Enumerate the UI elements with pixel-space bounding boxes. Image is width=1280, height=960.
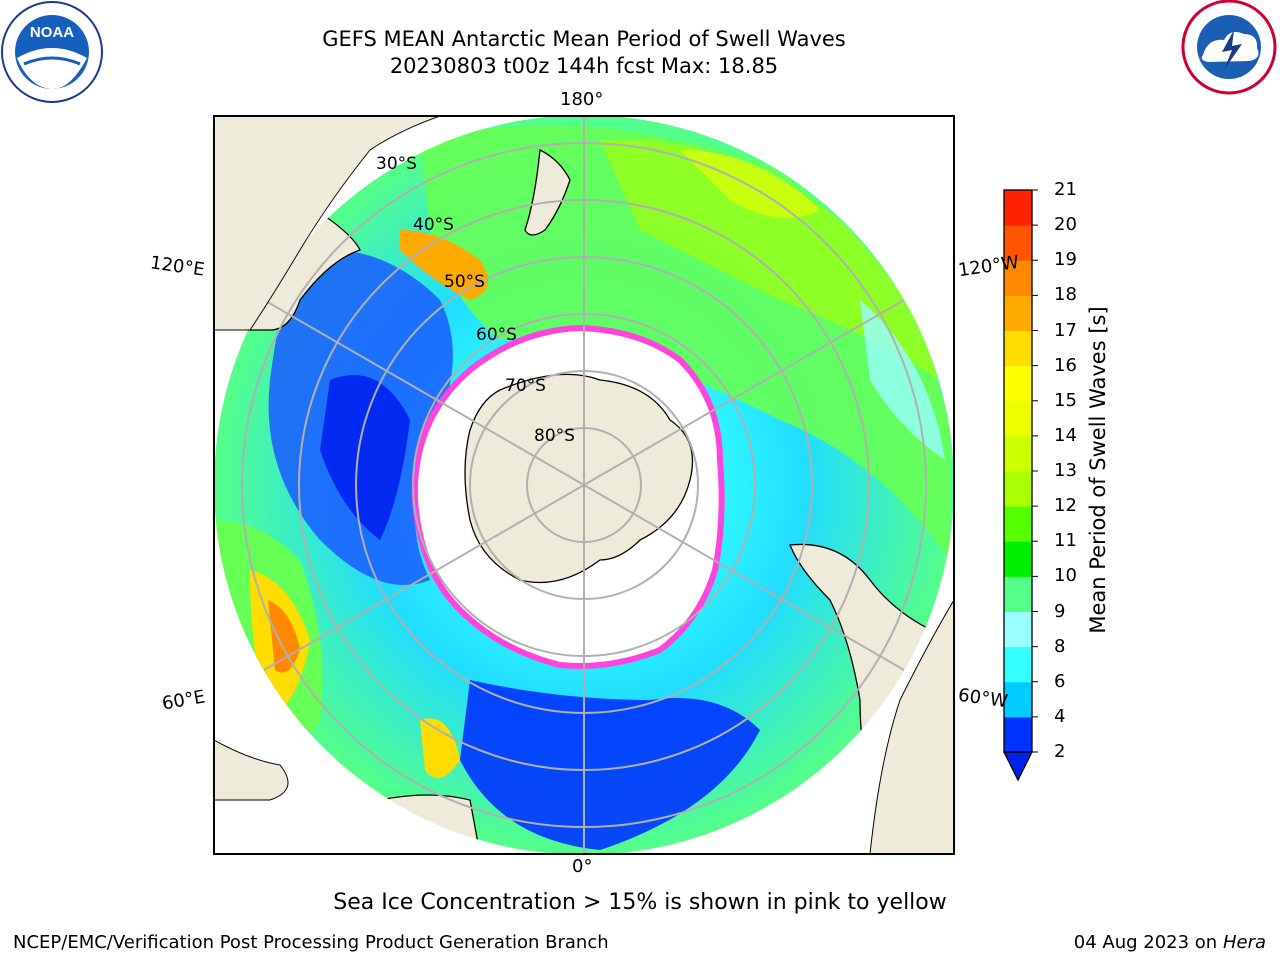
colorbar-tick-label: 9: [1054, 600, 1066, 622]
latitude-labels: 30°S 40°S 50°S 60°S 70°S 80°S: [376, 154, 575, 446]
lat-label-30: 30°S: [376, 154, 417, 174]
colorbar-tick-label: 11: [1054, 530, 1077, 552]
sea-ice-caption: Sea Ice Concentration > 15% is shown in …: [333, 890, 947, 915]
colorbar-tick-label: 15: [1054, 389, 1077, 411]
svg-text:NOAA: NOAA: [30, 24, 74, 41]
lat-label-50: 50°S: [444, 272, 485, 292]
lat-label-60: 60°S: [476, 325, 517, 345]
chart-subtitle: 20230803 t00z 144h fcst Max: 18.85: [389, 54, 779, 78]
antarctica-land: [464, 373, 694, 584]
new-zealand-land: [524, 148, 571, 236]
colorbar-segment: [1004, 506, 1032, 542]
colorbar-tick-label: 14: [1054, 424, 1077, 446]
colorbar-segment: [1004, 365, 1032, 402]
colorbar: [1002, 189, 1038, 782]
colorbar-tick-label: 4: [1054, 705, 1066, 727]
colorbar-tick-label: 21: [1054, 179, 1077, 200]
chart-title: GEFS MEAN Antarctic Mean Period of Swell…: [322, 27, 846, 51]
map-area: [214, 116, 954, 854]
footer-credit: NCEP/EMC/Verification Post Processing Pr…: [13, 932, 609, 953]
footer-date: 04 Aug 2023 on Hera: [1073, 932, 1266, 953]
colorbar-tick-label: 12: [1054, 495, 1077, 517]
colorbar-segment: [1004, 400, 1032, 437]
colorbar-tick-label: 16: [1054, 354, 1077, 376]
colorbar-tick-label: 6: [1054, 670, 1066, 692]
colorbar-tick-label: 8: [1054, 635, 1066, 657]
africa-land: [328, 794, 481, 854]
lon-label-bottom: 0°: [572, 856, 593, 877]
graticule: [241, 116, 927, 854]
lat-label-80: 80°S: [534, 426, 575, 446]
colorbar-segment: [1004, 190, 1032, 226]
colorbar-segment: [1004, 541, 1032, 577]
lon-label-top: 180°: [560, 89, 604, 110]
colorbar-tick-label: 10: [1054, 565, 1077, 587]
colorbar-segment: [1004, 435, 1032, 472]
colorbar-segment: [1004, 646, 1032, 683]
colorbar-segment: [1004, 225, 1032, 261]
nws-logo: [1181, 0, 1277, 95]
lat-label-70: 70°S: [505, 376, 546, 396]
colorbar-segment: [1004, 295, 1032, 331]
colorbar-segment: [1004, 611, 1032, 648]
colorbar-segment: [1004, 330, 1032, 367]
colorbar-segment: [1004, 576, 1032, 612]
colorbar-tick-label: 19: [1054, 249, 1077, 271]
colorbar-segment: [1004, 716, 1032, 753]
map-frame: [213, 115, 955, 855]
colorbar-tick-label: 2: [1054, 741, 1066, 762]
lat-label-40: 40°S: [413, 215, 454, 235]
colorbar-tick-label: 17: [1054, 319, 1077, 341]
colorbar-tick-label: 18: [1054, 284, 1077, 306]
colorbar-segment: [1004, 681, 1032, 718]
colorbar-tick-label: 20: [1054, 214, 1077, 236]
colorbar-tick-label: 13: [1054, 460, 1077, 481]
colorbar-segment: [1004, 471, 1032, 507]
colorbar-label: Mean Period of Swell Waves [s]: [1086, 306, 1110, 634]
noaa-logo: NOAA: [1, 1, 103, 103]
colorbar-segment: [1004, 260, 1032, 296]
